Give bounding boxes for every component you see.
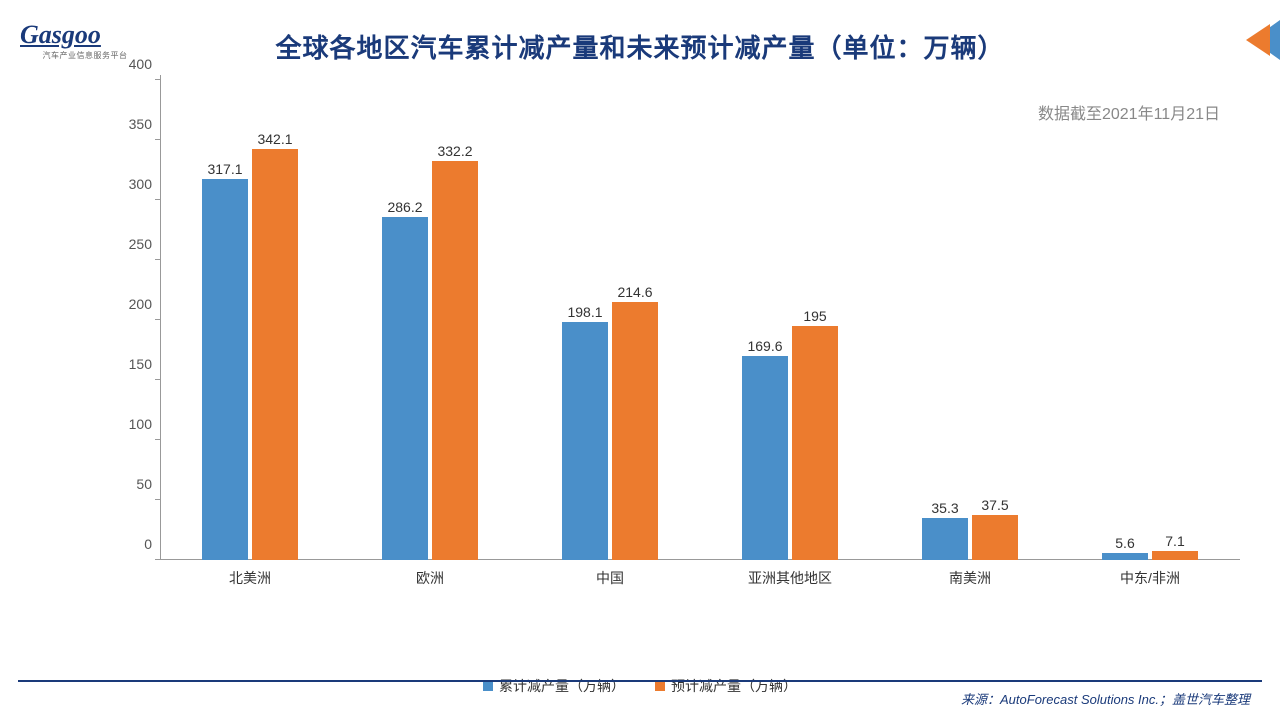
legend-swatch <box>655 681 665 691</box>
bar: 35.3 <box>922 518 968 560</box>
legend-item: 预计减产量（万辆） <box>655 676 797 696</box>
y-tick-label: 300 <box>129 176 152 192</box>
bar-value-label: 169.6 <box>747 338 782 354</box>
x-category-label: 亚洲其他地区 <box>748 568 832 588</box>
y-tick <box>155 139 160 140</box>
page: Gasgoo 汽车产业信息服务平台 全球各地区汽车累计减产量和未来预计减产量（单… <box>0 0 1280 720</box>
legend-swatch <box>483 681 493 691</box>
bar-value-label: 37.5 <box>981 497 1008 513</box>
bar: 37.5 <box>972 515 1018 560</box>
bar-value-label: 5.6 <box>1115 535 1134 551</box>
y-tick-label: 0 <box>144 536 152 552</box>
bar: 198.1 <box>562 322 608 560</box>
bar: 195 <box>792 326 838 560</box>
bar-value-label: 198.1 <box>567 304 602 320</box>
bar-group: 35.337.5南美洲 <box>880 515 1060 560</box>
legend-label: 预计减产量（万辆） <box>671 676 797 696</box>
bar-value-label: 342.1 <box>257 131 292 147</box>
y-tick-label: 50 <box>136 476 152 492</box>
bar-group: 286.2332.2欧洲 <box>340 161 520 560</box>
y-tick-label: 200 <box>129 296 152 312</box>
x-category-label: 北美洲 <box>229 568 271 588</box>
x-category-label: 中东/非洲 <box>1120 568 1180 588</box>
bar-value-label: 286.2 <box>387 199 422 215</box>
y-tick-label: 250 <box>129 236 152 252</box>
y-tick <box>155 79 160 80</box>
x-category-label: 南美洲 <box>949 568 991 588</box>
x-category-label: 欧洲 <box>416 568 444 588</box>
bar-group: 5.67.1中东/非洲 <box>1060 551 1240 560</box>
bar-value-label: 214.6 <box>617 284 652 300</box>
bar-value-label: 317.1 <box>207 161 242 177</box>
bar-value-label: 332.2 <box>437 143 472 159</box>
bar: 332.2 <box>432 161 478 560</box>
corner-arrow-icon <box>1230 20 1280 60</box>
bar-group: 198.1214.6中国 <box>520 302 700 560</box>
bar: 7.1 <box>1152 551 1198 560</box>
bar-value-label: 195 <box>803 308 826 324</box>
bar-group: 317.1342.1北美洲 <box>160 149 340 560</box>
bar: 317.1 <box>202 179 248 560</box>
bar-value-label: 7.1 <box>1165 533 1184 549</box>
bar: 5.6 <box>1102 553 1148 560</box>
y-tick-label: 400 <box>129 56 152 72</box>
bar: 342.1 <box>252 149 298 560</box>
chart-area: 050100150200250300350400317.1342.1北美洲286… <box>120 80 1240 610</box>
bar-value-label: 35.3 <box>931 500 958 516</box>
bar: 169.6 <box>742 356 788 560</box>
y-tick-label: 100 <box>129 416 152 432</box>
bar-group: 169.6195亚洲其他地区 <box>700 326 880 560</box>
legend-label: 累计减产量（万辆） <box>499 676 625 696</box>
footer-divider <box>18 680 1262 682</box>
plot-area: 050100150200250300350400317.1342.1北美洲286… <box>160 80 1240 560</box>
arrow-front <box>1246 24 1270 56</box>
x-category-label: 中国 <box>596 568 624 588</box>
source-text: 来源：AutoForecast Solutions Inc.；盖世汽车整理 <box>961 689 1250 708</box>
legend-item: 累计减产量（万辆） <box>483 676 625 696</box>
y-tick-label: 350 <box>129 116 152 132</box>
bar: 286.2 <box>382 217 428 560</box>
y-tick-label: 150 <box>129 356 152 372</box>
chart-title: 全球各地区汽车累计减产量和未来预计减产量（单位：万辆） <box>0 28 1280 65</box>
bar: 214.6 <box>612 302 658 560</box>
